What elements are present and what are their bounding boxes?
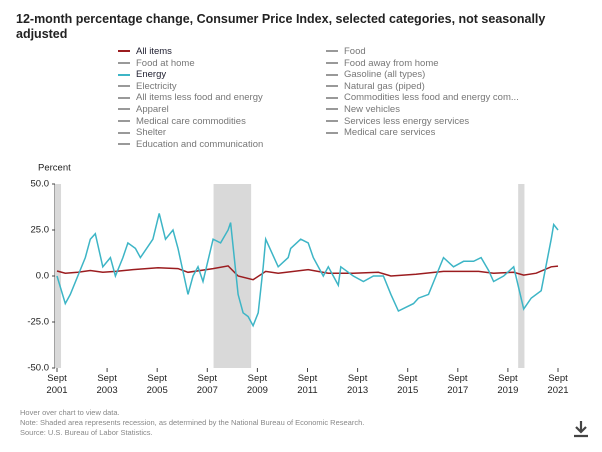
recession-band [213, 184, 252, 368]
legend-swatch [326, 73, 338, 76]
legend-label: Food away from home [344, 57, 439, 69]
legend-swatch [118, 73, 130, 76]
legend-label: Natural gas (piped) [344, 80, 425, 92]
legend-swatch [326, 108, 338, 111]
legend-item[interactable]: Food away from home [326, 58, 439, 70]
series-line [56, 213, 559, 328]
y-tick-label: 0.0 [36, 271, 49, 282]
legend-item[interactable]: All items less food and energy [118, 92, 263, 104]
series-line [56, 265, 559, 281]
legend-swatch [118, 143, 130, 146]
x-tick-label: Sept 2005 [146, 373, 168, 396]
legend-label: Commodities less food and energy com... [344, 92, 519, 104]
legend-item[interactable]: Food at home [118, 58, 195, 70]
legend-label: Food at home [136, 57, 195, 69]
legend-label: New vehicles [344, 104, 400, 115]
x-tick-label: Sept 2003 [96, 373, 118, 396]
legend-label: Gasoline (all types) [344, 69, 426, 81]
legend-item[interactable]: Shelter [118, 127, 166, 139]
legend-swatch [326, 131, 338, 134]
legend-label: Shelter [136, 127, 167, 139]
legend-swatch [118, 96, 130, 99]
legend-item[interactable]: Commodities less food and energy com... [326, 92, 519, 104]
y-tick-label: -50.0 [27, 363, 49, 374]
legend-label: Medical care services [344, 127, 436, 139]
legend-swatch [326, 50, 338, 53]
legend-label: Electricity [136, 80, 177, 92]
x-tick-label: Sept 2017 [447, 373, 469, 396]
legend-label: Medical care commodities [136, 115, 246, 127]
x-tick-label: Sept 2009 [246, 373, 268, 396]
y-tick-label: -25.0 [27, 317, 49, 328]
x-tick-label: Sept 2007 [196, 373, 218, 396]
legend-item[interactable]: Education and communication [118, 139, 263, 151]
footnote: Source: U.S. Bureau of Labor Statistics. [20, 428, 153, 437]
legend-item[interactable]: Gasoline (all types) [326, 69, 425, 81]
legend-item[interactable]: Apparel [118, 104, 169, 116]
legend-label: All items less food and energy [136, 92, 263, 104]
legend-label: All items [136, 46, 172, 57]
legend-item[interactable]: Natural gas (piped) [326, 81, 425, 93]
chart-title: 12-month percentage change, Consumer Pri… [16, 12, 546, 41]
legend-swatch [326, 85, 338, 88]
x-tick-label: Sept 2021 [547, 373, 569, 396]
x-tick-label: Sept 2001 [46, 373, 68, 396]
legend-label: Food [344, 46, 366, 57]
x-tick-label: Sept 2019 [497, 373, 519, 396]
legend-swatch [118, 85, 130, 88]
legend-swatch [118, 131, 130, 134]
y-tick-label: 50.0 [31, 179, 50, 190]
y-axis-label: Percent [38, 163, 71, 174]
legend-item[interactable]: New vehicles [326, 104, 400, 116]
x-tick-label: Sept 2011 [297, 373, 318, 396]
legend-swatch [118, 108, 130, 111]
legend-label: Services less energy services [344, 115, 470, 127]
legend-label: Education and communication [136, 138, 264, 150]
legend-swatch [118, 120, 130, 123]
legend-label: Apparel [136, 104, 169, 115]
legend-swatch [326, 96, 338, 99]
legend-item[interactable]: Medical care services [326, 127, 435, 139]
download-button[interactable] [570, 418, 592, 440]
legend-item[interactable]: Electricity [118, 81, 177, 93]
footnote: Note: Shaded area represents recession, … [20, 418, 365, 427]
legend-item[interactable]: Medical care commodities [118, 116, 246, 128]
legend-label: Energy [136, 69, 167, 81]
recession-band [55, 184, 62, 368]
recession-band [518, 184, 525, 368]
legend-swatch [326, 120, 338, 123]
legend-swatch [118, 50, 130, 53]
legend-item[interactable]: Services less energy services [326, 116, 469, 128]
footnote: Hover over chart to view data. [20, 408, 120, 417]
legend-item[interactable]: Food [326, 46, 366, 58]
y-tick-label: 25.0 [31, 225, 50, 236]
legend-swatch [118, 62, 130, 65]
legend-item[interactable]: All items [118, 46, 172, 58]
x-tick-label: Sept 2015 [397, 373, 419, 396]
legend-item[interactable]: Energy [118, 69, 166, 81]
x-tick-label: Sept 2013 [347, 373, 369, 396]
legend-swatch [326, 62, 338, 65]
